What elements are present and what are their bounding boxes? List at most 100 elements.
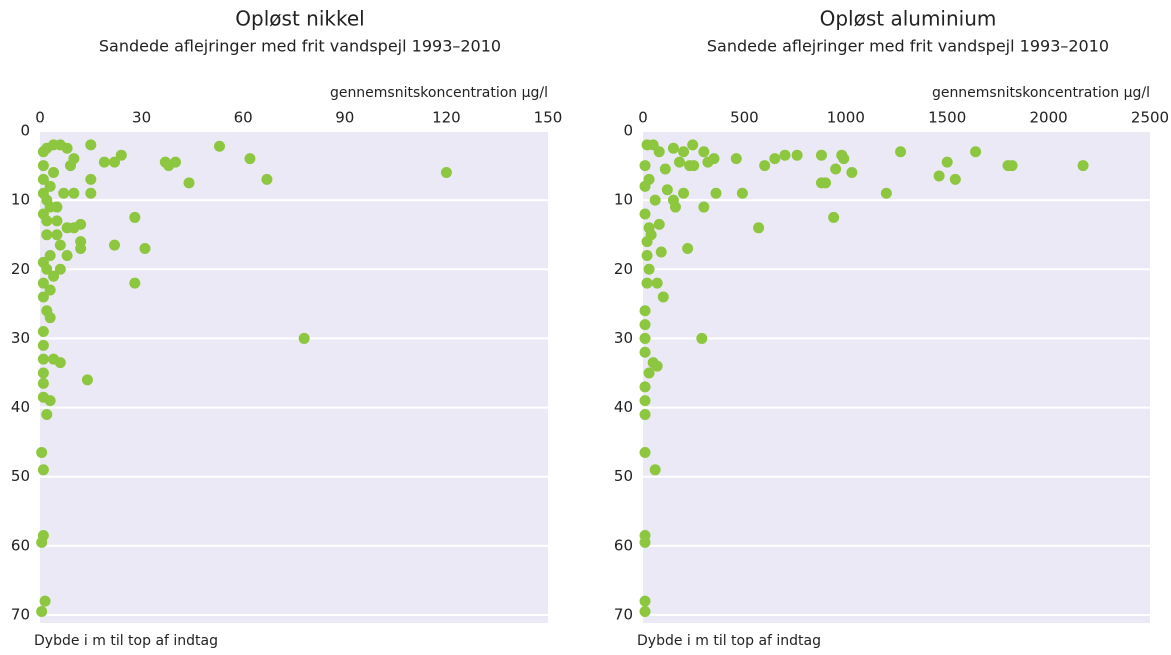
point bbox=[846, 166, 858, 178]
point bbox=[651, 360, 663, 372]
point bbox=[643, 263, 655, 275]
point bbox=[639, 447, 651, 459]
point bbox=[36, 536, 48, 548]
point bbox=[41, 263, 53, 275]
point bbox=[698, 201, 710, 213]
plot-area bbox=[40, 131, 548, 623]
x-axis-label: gennemsnitskoncentration µg/l bbox=[330, 85, 548, 101]
point bbox=[639, 408, 651, 420]
point bbox=[98, 156, 110, 168]
point bbox=[880, 187, 892, 199]
point bbox=[828, 211, 840, 223]
point bbox=[649, 194, 661, 206]
point bbox=[941, 156, 953, 168]
point bbox=[44, 312, 56, 324]
chart-title: Opløst nikkel bbox=[235, 7, 364, 31]
point bbox=[791, 149, 803, 161]
point bbox=[895, 146, 907, 158]
point bbox=[641, 236, 653, 248]
point bbox=[37, 277, 49, 289]
point bbox=[37, 367, 49, 379]
y-tick-label: 20 bbox=[614, 260, 633, 278]
point bbox=[139, 243, 151, 255]
point bbox=[51, 229, 63, 241]
plot-area bbox=[643, 131, 1150, 623]
point bbox=[667, 194, 679, 206]
point bbox=[54, 239, 66, 251]
point bbox=[838, 153, 850, 165]
point bbox=[736, 187, 748, 199]
point bbox=[36, 606, 48, 618]
point bbox=[169, 156, 181, 168]
point bbox=[183, 177, 195, 189]
point bbox=[647, 139, 659, 151]
x-axis-label: gennemsnitskoncentration µg/l bbox=[932, 85, 1150, 101]
y-tick-label: 30 bbox=[11, 329, 30, 347]
point bbox=[298, 332, 310, 344]
point bbox=[970, 146, 982, 158]
point bbox=[44, 395, 56, 407]
point bbox=[75, 243, 87, 255]
point bbox=[64, 160, 76, 172]
point bbox=[639, 208, 651, 220]
point bbox=[51, 215, 63, 227]
point bbox=[440, 166, 452, 178]
point bbox=[37, 339, 49, 351]
point bbox=[36, 447, 48, 459]
point bbox=[41, 408, 53, 420]
point bbox=[51, 201, 63, 213]
point bbox=[129, 211, 141, 223]
x-tick-label: 90 bbox=[335, 109, 354, 127]
point bbox=[639, 346, 651, 358]
point bbox=[730, 153, 742, 165]
y-axis-label: Dybde i m til top af indtag bbox=[34, 633, 218, 649]
y-tick-label: 50 bbox=[11, 467, 30, 485]
y-tick-label: 70 bbox=[11, 606, 30, 624]
point bbox=[639, 319, 651, 331]
point bbox=[815, 177, 827, 189]
chart-subtitle: Sandede aflejringer med frit vandspejl 1… bbox=[707, 37, 1109, 56]
y-tick-label: 40 bbox=[614, 398, 633, 416]
point bbox=[688, 160, 700, 172]
point bbox=[655, 246, 667, 258]
y-tick-label: 30 bbox=[614, 329, 633, 347]
point bbox=[639, 305, 651, 317]
point bbox=[44, 284, 56, 296]
point bbox=[659, 163, 671, 175]
point bbox=[639, 395, 651, 407]
x-tick-label: 60 bbox=[234, 109, 253, 127]
y-tick-label: 40 bbox=[11, 398, 30, 416]
point bbox=[643, 367, 655, 379]
y-axis-label: Dybde i m til top af indtag bbox=[637, 633, 821, 649]
point bbox=[37, 146, 49, 158]
point bbox=[68, 187, 80, 199]
point bbox=[687, 139, 699, 151]
y-tick-label: 60 bbox=[614, 536, 633, 554]
x-tick-label: 30 bbox=[132, 109, 151, 127]
y-tick-label: 20 bbox=[11, 260, 30, 278]
point bbox=[696, 332, 708, 344]
point bbox=[674, 156, 686, 168]
point bbox=[702, 156, 714, 168]
point bbox=[769, 153, 781, 165]
point bbox=[244, 153, 256, 165]
point bbox=[949, 173, 961, 185]
point bbox=[81, 374, 93, 386]
point bbox=[639, 160, 651, 172]
point bbox=[641, 277, 653, 289]
point bbox=[1077, 160, 1089, 172]
point bbox=[109, 239, 121, 251]
x-tick-label: 0 bbox=[638, 109, 648, 127]
point bbox=[85, 139, 97, 151]
point bbox=[753, 222, 765, 234]
point bbox=[653, 218, 665, 230]
point bbox=[759, 160, 771, 172]
point bbox=[61, 249, 73, 261]
point bbox=[667, 142, 679, 154]
x-tick-label: 500 bbox=[730, 109, 759, 127]
point bbox=[129, 277, 141, 289]
point bbox=[639, 536, 651, 548]
point bbox=[649, 464, 661, 476]
point bbox=[44, 249, 56, 261]
